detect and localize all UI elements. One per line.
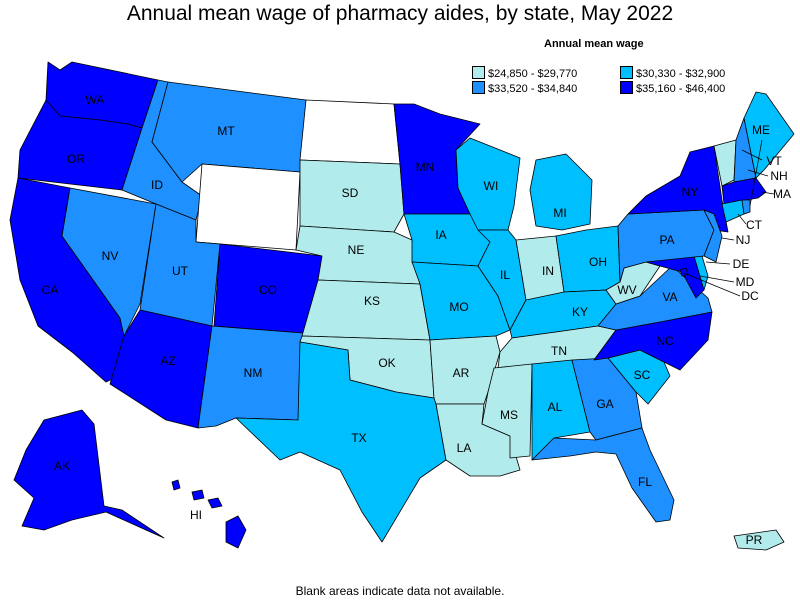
map-title: Annual mean wage of pharmacy aides, by s… [126, 2, 674, 25]
label-mi: MI [553, 206, 566, 220]
label-tn: TN [551, 344, 567, 358]
label-ne: NE [348, 243, 365, 257]
legend-label: $35,160 - $46,400 [636, 83, 726, 95]
state-ct[interactable] [721, 199, 745, 223]
label-ga: GA [596, 397, 613, 411]
state-la[interactable] [435, 403, 521, 477]
label-sd: SD [342, 186, 359, 200]
label-ma: MA [773, 187, 791, 201]
label-pr: PR [746, 533, 763, 547]
label-mt: MT [217, 124, 235, 138]
state-labels: WA OR CA NV ID MT UT CO AZ NM SD NE KS O… [42, 93, 791, 547]
state-ri[interactable] [741, 199, 751, 215]
legend-swatch [620, 81, 633, 94]
label-sc: SC [634, 368, 651, 382]
label-id: ID [151, 178, 163, 192]
label-nh: NH [770, 169, 787, 183]
label-ca: CA [42, 283, 59, 297]
label-ak: AK [54, 459, 70, 473]
label-pa: PA [659, 233, 674, 247]
state-ak[interactable] [13, 409, 165, 539]
label-dc: DC [741, 289, 759, 303]
label-nm: NM [244, 366, 263, 380]
state-mi[interactable] [529, 153, 593, 231]
legend-item: $24,850 - $29,770 [472, 66, 577, 80]
legend-item: $33,520 - $34,840 [472, 81, 577, 95]
label-ky: KY [572, 305, 588, 319]
label-hi: HI [190, 508, 202, 522]
state-dc[interactable] [679, 267, 689, 277]
label-or: OR [67, 152, 85, 166]
label-la: LA [457, 441, 472, 455]
state-oh[interactable] [555, 225, 621, 293]
label-vt: VT [766, 154, 782, 168]
label-wa: WA [86, 93, 105, 107]
legend-title: Annual mean wage [544, 38, 644, 50]
state-fl[interactable] [531, 427, 675, 523]
label-nv: NV [102, 249, 119, 263]
label-ok: OK [378, 356, 395, 370]
legend-swatch [620, 66, 633, 79]
label-mo: MO [449, 300, 468, 314]
label-ar: AR [453, 366, 470, 380]
leader-lines [683, 139, 775, 297]
label-fl: FL [638, 475, 652, 489]
label-me: ME [752, 123, 770, 137]
label-co: CO [259, 283, 277, 297]
legend-label: $30,330 - $32,900 [636, 68, 726, 80]
state-nj[interactable] [703, 209, 723, 263]
state-pr[interactable] [733, 529, 785, 551]
label-ks: KS [364, 294, 380, 308]
label-nj: NJ [736, 233, 751, 247]
state-ar[interactable] [429, 335, 501, 405]
label-ia: IA [435, 228, 446, 242]
label-mn: MN [416, 160, 435, 174]
state-wy[interactable] [195, 163, 301, 251]
label-az: AZ [160, 354, 175, 368]
label-wi: WI [484, 179, 499, 193]
label-il: IL [500, 268, 510, 282]
label-md: MD [736, 275, 755, 289]
label-nc: NC [656, 334, 674, 348]
legend-item: $35,160 - $46,400 [620, 81, 725, 95]
label-va: VA [662, 290, 677, 304]
state-ks[interactable] [301, 279, 431, 341]
legend-item: $30,330 - $32,900 [620, 66, 725, 80]
label-wv: WV [617, 283, 636, 297]
label-ct: CT [746, 218, 763, 232]
label-al: AL [548, 400, 563, 414]
label-oh: OH [589, 255, 607, 269]
label-ny: NY [682, 185, 699, 199]
state-hi[interactable] [171, 479, 247, 549]
label-de: DE [733, 257, 750, 271]
legend-swatch [472, 81, 485, 94]
footnote: Blank areas indicate data not available. [295, 584, 505, 598]
label-in: IN [542, 264, 554, 278]
state-tx[interactable] [235, 341, 447, 543]
state-sd[interactable] [299, 159, 405, 233]
legend-swatch [472, 66, 485, 79]
label-ms: MS [500, 408, 518, 422]
legend-label: $33,520 - $34,840 [488, 83, 578, 95]
state-nd[interactable] [299, 99, 401, 165]
state-al[interactable] [531, 359, 591, 461]
label-tx: TX [351, 431, 366, 445]
legend-label: $24,850 - $29,770 [488, 68, 578, 80]
label-ut: UT [172, 264, 189, 278]
